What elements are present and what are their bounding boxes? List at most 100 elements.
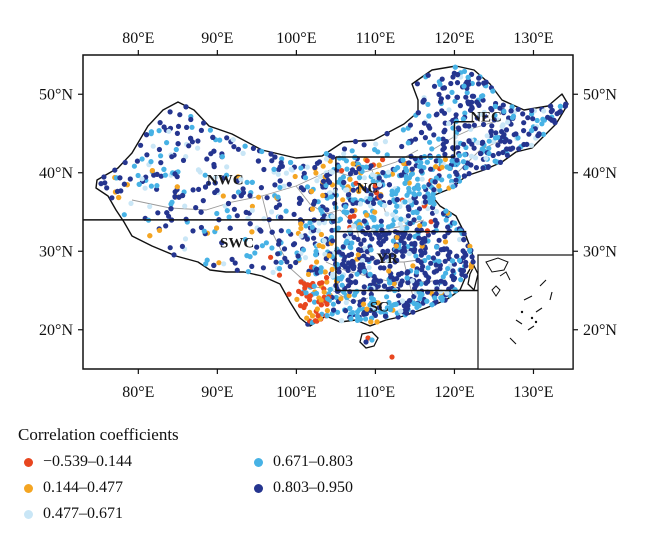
- station-marker: [426, 181, 432, 188]
- station-marker: [202, 172, 208, 178]
- region-label-nec: NEC: [470, 110, 502, 126]
- station-marker: [184, 124, 190, 130]
- station-marker: [161, 166, 167, 172]
- station-marker: [422, 135, 428, 141]
- station-marker: [460, 248, 466, 254]
- station-marker: [469, 71, 475, 77]
- station-marker: [473, 165, 479, 171]
- station-marker: [168, 206, 174, 212]
- station-marker: [432, 295, 438, 301]
- station-marker: [382, 313, 389, 319]
- station-marker: [151, 172, 157, 178]
- station-marker: [393, 248, 399, 254]
- station-marker: [213, 174, 219, 180]
- station-marker: [440, 147, 446, 153]
- station-marker: [361, 218, 367, 224]
- station-marker: [455, 144, 461, 150]
- station-marker: [195, 167, 202, 173]
- station-marker: [436, 258, 442, 264]
- station-marker: [461, 173, 467, 179]
- station-marker: [429, 210, 436, 216]
- station-marker: [104, 185, 110, 191]
- station-marker: [358, 184, 364, 190]
- station-marker: [439, 177, 445, 183]
- station-marker: [378, 242, 384, 248]
- station-marker: [400, 157, 406, 163]
- station-marker: [174, 130, 180, 136]
- station-marker: [407, 220, 413, 227]
- station-marker: [259, 243, 265, 249]
- station-marker: [273, 259, 279, 265]
- station-marker: [425, 265, 431, 271]
- station-marker: [385, 169, 391, 175]
- station-marker: [283, 170, 289, 176]
- station-marker: [204, 156, 210, 162]
- station-marker: [384, 211, 390, 217]
- station-marker: [425, 232, 431, 238]
- station-marker: [488, 128, 494, 134]
- station-marker: [418, 248, 424, 254]
- station-marker: [217, 137, 223, 143]
- station-marker: [164, 140, 170, 146]
- station-marker: [231, 206, 237, 212]
- station-marker: [461, 141, 467, 147]
- station-marker: [411, 185, 417, 192]
- station-marker: [395, 314, 401, 320]
- station-marker: [259, 148, 265, 155]
- station-marker: [323, 156, 330, 162]
- station-marker: [474, 115, 480, 121]
- station-marker: [504, 152, 510, 158]
- station-marker: [380, 256, 386, 262]
- station-marker: [329, 169, 336, 175]
- station-marker: [307, 220, 313, 226]
- station-marker: [460, 116, 466, 122]
- station-marker: [424, 159, 430, 165]
- station-marker: [275, 251, 281, 257]
- station-marker: [341, 179, 347, 186]
- legend: Correlation coefficients −0.539–0.144 0.6…: [18, 425, 538, 525]
- station-marker: [490, 152, 496, 159]
- station-marker: [430, 255, 436, 261]
- station-marker: [415, 257, 421, 263]
- station-marker: [438, 99, 444, 105]
- station-marker: [315, 228, 322, 234]
- station-marker: [414, 281, 420, 287]
- station-marker: [316, 242, 322, 249]
- station-marker: [318, 302, 324, 308]
- station-marker: [385, 224, 392, 230]
- station-marker: [343, 299, 349, 306]
- station-marker: [269, 209, 275, 215]
- station-marker: [419, 240, 425, 246]
- station-marker: [285, 228, 292, 234]
- station-marker: [335, 309, 341, 315]
- station-marker: [373, 259, 379, 266]
- station-marker: [307, 293, 313, 299]
- lat-label-right: 30°N: [583, 243, 617, 260]
- station-marker: [272, 154, 278, 160]
- station-marker: [339, 261, 346, 267]
- station-marker: [385, 248, 391, 254]
- station-marker: [311, 283, 317, 289]
- station-marker: [324, 173, 330, 179]
- station-marker: [463, 263, 469, 269]
- station-marker: [283, 208, 289, 214]
- region-labels: NWC NC NEC SWC YR SC: [207, 110, 502, 316]
- station-marker: [321, 289, 327, 295]
- station-marker: [355, 252, 361, 258]
- station-marker: [117, 175, 123, 181]
- station-marker: [339, 318, 345, 324]
- station-marker: [356, 247, 362, 253]
- station-marker: [416, 206, 423, 212]
- station-marker: [399, 143, 405, 150]
- lat-label-left: 40°N: [39, 165, 73, 182]
- station-marker: [158, 173, 164, 179]
- station-marker: [210, 134, 216, 140]
- station-marker: [414, 210, 420, 216]
- station-marker: [298, 165, 304, 171]
- station-marker: [398, 237, 404, 243]
- station-marker: [340, 244, 346, 250]
- station-marker: [200, 198, 206, 204]
- legend-swatch: [24, 483, 33, 493]
- station-marker: [411, 217, 417, 223]
- station-marker: [486, 145, 492, 151]
